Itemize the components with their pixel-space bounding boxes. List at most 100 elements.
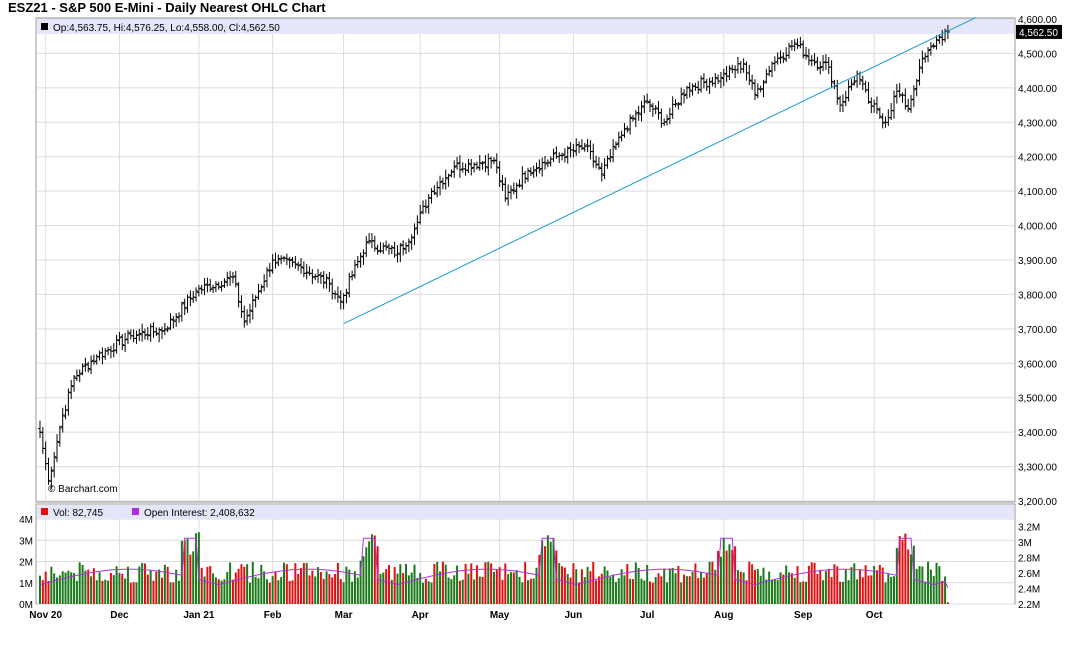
volume-bar <box>433 563 436 604</box>
volume-bar <box>132 582 135 604</box>
volume-bar <box>300 568 303 604</box>
volume-bar <box>711 561 714 604</box>
volume-bar <box>538 554 541 604</box>
volume-bar <box>771 580 773 604</box>
x-tick-label: Jul <box>640 610 655 621</box>
volume-bar <box>481 576 484 604</box>
volume-bar <box>149 570 152 604</box>
volume-bar <box>753 570 756 604</box>
volume-bar <box>166 566 169 604</box>
volume-bar <box>694 563 697 604</box>
volume-bar <box>135 582 138 604</box>
volume-bar <box>509 572 512 604</box>
volume-tick-label: 3M <box>19 536 33 547</box>
volume-bar <box>456 565 459 604</box>
volume-bar <box>342 582 345 604</box>
volume-bar <box>385 569 388 604</box>
price-tick-label: 4,300.00 <box>1018 118 1057 129</box>
volume-bar <box>544 546 547 604</box>
volume-bar <box>836 566 839 604</box>
volume-bar <box>677 565 680 604</box>
volume-bar <box>929 569 932 604</box>
volume-bar <box>319 572 322 604</box>
volume-bar <box>884 582 887 604</box>
volume-bar <box>351 581 354 604</box>
volume-bar <box>924 581 927 604</box>
volume-bar <box>739 571 742 604</box>
volume-bar <box>200 567 203 604</box>
volume-bar <box>887 574 890 604</box>
price-tick-label: 3,800.00 <box>1018 290 1057 301</box>
volume-bar <box>901 539 904 604</box>
volume-bar <box>50 566 53 604</box>
volume-bar <box>444 564 447 604</box>
volume-bar <box>450 579 453 604</box>
volume-bar <box>683 574 686 604</box>
volume-bar <box>458 580 461 604</box>
volume-bar <box>212 573 215 604</box>
volume-bar <box>850 567 853 604</box>
volume-bar <box>893 576 895 604</box>
volume-bar <box>41 580 44 604</box>
volume-bar <box>220 580 223 604</box>
volume-bar <box>155 571 158 604</box>
price-tick-label: 4,500.00 <box>1018 49 1057 60</box>
volume-bar <box>152 580 155 604</box>
volume-bar <box>470 563 473 604</box>
x-tick-label: Feb <box>264 610 282 621</box>
volume-bar <box>67 570 70 604</box>
volume-bar <box>453 575 456 604</box>
volume-bar <box>674 573 677 604</box>
volume-bar <box>427 581 430 604</box>
volume-bar <box>387 565 390 604</box>
price-tick-label: 4,400.00 <box>1018 84 1057 95</box>
volume-bar <box>802 581 805 604</box>
volume-bar <box>195 533 198 604</box>
open-interest-tick-label: 2.4M <box>1018 585 1040 596</box>
volume-bar <box>745 580 748 604</box>
volume-bar <box>773 579 776 604</box>
volume-bar <box>331 577 334 604</box>
volume-bar <box>680 582 683 604</box>
volume-bar <box>697 577 700 604</box>
volume-bar <box>302 562 305 604</box>
ohlc-info-bar <box>37 19 1014 34</box>
volume-bar <box>334 574 337 604</box>
volume-bar <box>243 566 246 604</box>
volume-bar <box>532 578 535 604</box>
volume-bar <box>839 581 842 604</box>
volume-bar <box>484 562 487 604</box>
volume-bar <box>126 566 129 604</box>
volume-bar <box>668 568 671 604</box>
volume-bar <box>691 571 694 604</box>
volume-bar <box>90 576 93 604</box>
volume-bar <box>756 569 759 604</box>
volume-bar <box>112 575 115 604</box>
price-tick-label: 4,600.00 <box>1018 15 1057 26</box>
volume-bar <box>575 569 578 604</box>
volume-bar <box>657 573 660 604</box>
volume-bar <box>895 547 898 604</box>
volume-bar <box>209 566 212 604</box>
open-interest-tick-label: 2.8M <box>1018 554 1040 565</box>
volume-bar <box>260 564 263 604</box>
price-tick-label: 3,700.00 <box>1018 325 1057 336</box>
ohlc-info-text: Op:4,563.75, Hi:4,576.25, Lo:4,558.00, C… <box>53 23 280 34</box>
price-tick-label: 4,100.00 <box>1018 187 1057 198</box>
volume-bar <box>932 576 935 604</box>
volume-bar <box>541 540 544 604</box>
volume-bar <box>878 564 881 604</box>
volume-bar <box>569 577 572 604</box>
volume-bar <box>827 568 830 604</box>
volume-bar <box>308 575 311 604</box>
volume-bar <box>870 575 873 604</box>
volume-bar <box>603 566 606 604</box>
volume-bar <box>197 532 200 604</box>
volume-bar <box>762 567 765 604</box>
volume-bar <box>175 569 178 604</box>
volume-bar <box>646 565 649 604</box>
volume-bar <box>203 576 206 604</box>
volume-bar <box>95 580 98 604</box>
volume-bar <box>535 567 538 604</box>
volume-bar <box>790 573 793 604</box>
